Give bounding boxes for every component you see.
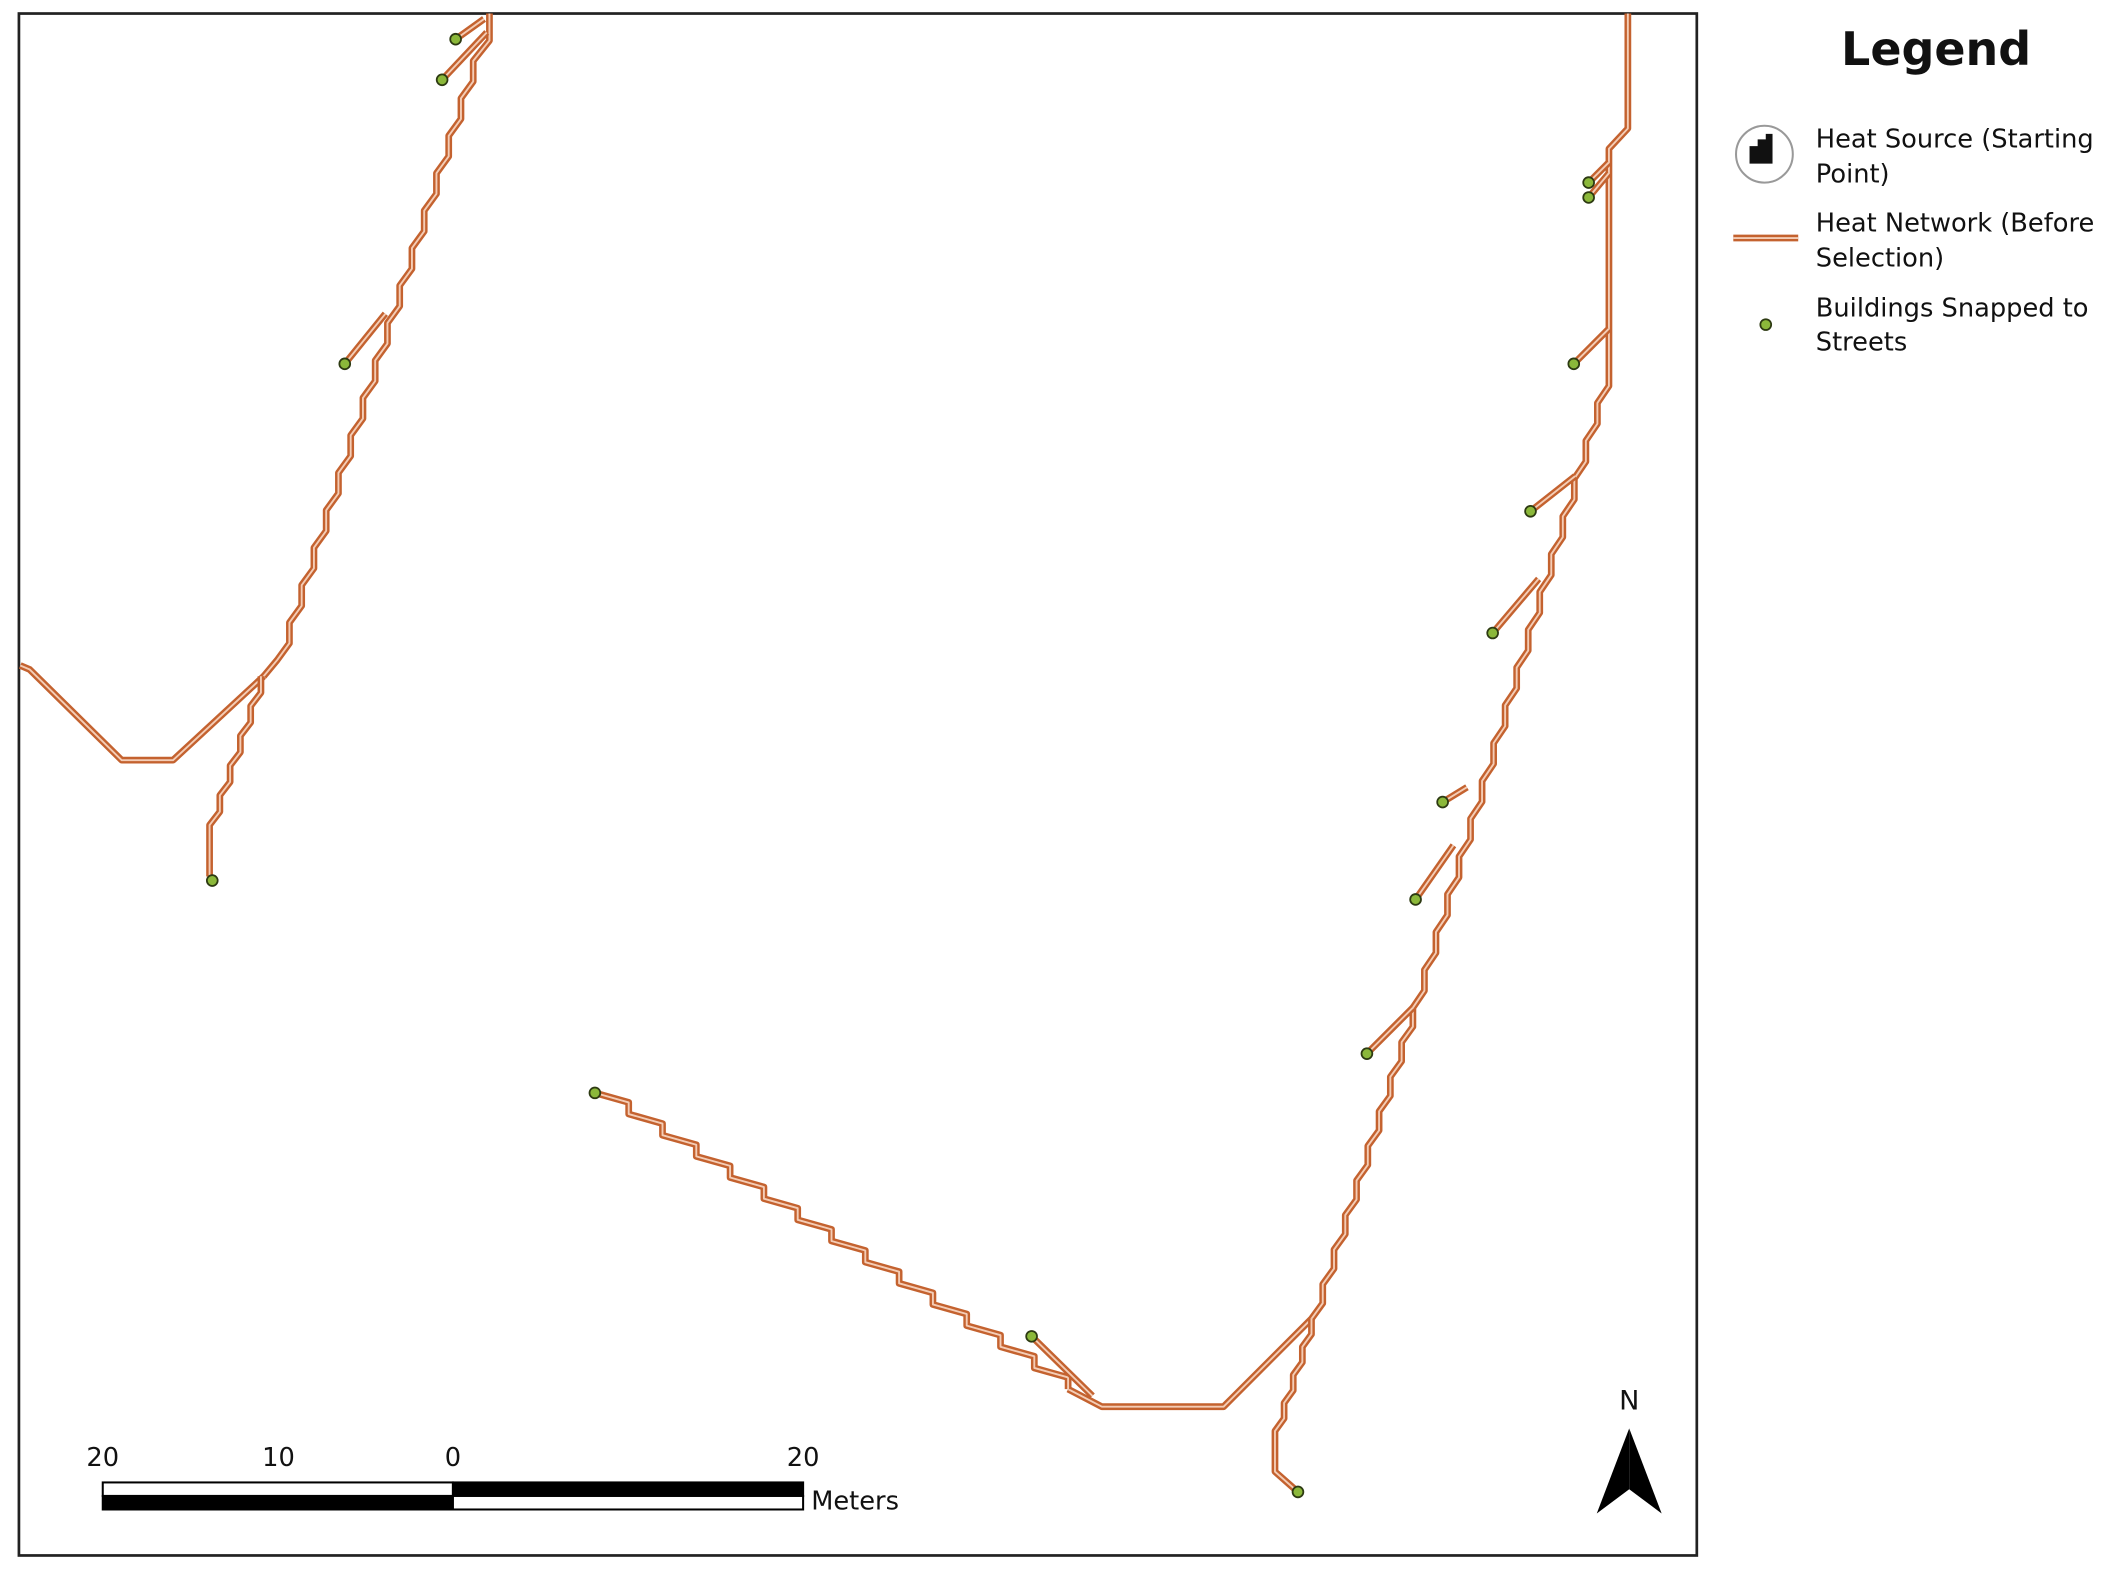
scale-label: 10 [262, 1443, 295, 1473]
building [1409, 893, 1422, 906]
scale-unit: Meters [811, 1486, 899, 1516]
network-line [208, 676, 262, 877]
building [338, 357, 352, 371]
building [1436, 795, 1449, 809]
network-line [1573, 328, 1610, 365]
network-line [594, 1091, 1070, 1390]
legend-title: Legend [1841, 22, 2031, 76]
network-line [1030, 1335, 1094, 1397]
scale-label: 20 [787, 1443, 820, 1473]
building [1567, 357, 1581, 371]
building [1025, 1330, 1038, 1343]
legend-label: Heat Network (Before [1816, 208, 2094, 238]
building [1524, 504, 1537, 518]
legend-label: Heat Source (Starting [1816, 124, 2094, 154]
building [1582, 176, 1595, 189]
network-line [1067, 13, 1629, 1408]
building-swatch [1759, 318, 1773, 331]
scale-segment [451, 1494, 805, 1511]
scale-segment [101, 1494, 454, 1511]
building [1291, 1485, 1305, 1499]
scale-label: 20 [86, 1443, 119, 1473]
network-line [262, 13, 491, 677]
north-arrow-left [1596, 1428, 1630, 1514]
network-line [1529, 475, 1576, 513]
scale-segment [101, 1481, 454, 1497]
buildings [205, 32, 1595, 1499]
network-line [1366, 1007, 1414, 1055]
network-line [344, 313, 387, 365]
scale-label: 0 [445, 1443, 461, 1473]
building [1582, 191, 1595, 204]
scale-bar: 20 10 0 20 Meters [86, 1443, 899, 1516]
building [435, 73, 449, 87]
network-line [1274, 1318, 1313, 1493]
scale-segment [451, 1481, 805, 1497]
map-frame [17, 12, 1699, 1557]
building [588, 1086, 602, 1100]
building [449, 32, 462, 46]
north-label: N [1619, 1385, 1639, 1416]
building [1486, 626, 1499, 640]
legend-label: Streets [1816, 327, 1907, 357]
network-line [19, 664, 265, 762]
building [205, 874, 219, 887]
legend-label: Point) [1816, 160, 1890, 190]
building [1360, 1047, 1374, 1060]
network-line [1491, 578, 1540, 634]
network-line [1414, 844, 1455, 901]
heat-source-glyph [1749, 133, 1773, 164]
legend-label: Selection) [1816, 243, 1944, 273]
network-line [441, 31, 488, 81]
legend-label: Buildings Snapped to [1816, 294, 2089, 324]
